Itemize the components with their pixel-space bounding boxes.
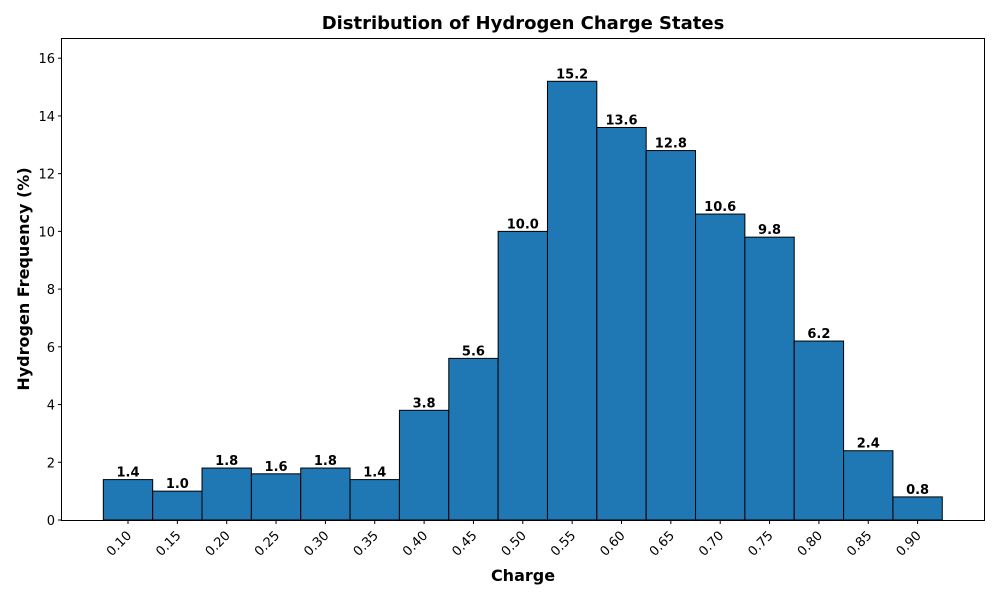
data-label-0.15: 1.0: [166, 477, 189, 492]
x-tick-label: 0.70: [696, 528, 727, 559]
x-tick-label: 0.85: [844, 528, 875, 559]
bar-0.50: [497, 230, 548, 521]
x-tick-label: 0.60: [597, 528, 628, 559]
data-label-0.35: 1.4: [363, 466, 386, 481]
y-tick-label: 8: [47, 283, 55, 298]
x-tick-label: 0.55: [548, 528, 579, 559]
x-tick-label: 0.80: [795, 528, 826, 559]
x-tick-label: 0.75: [746, 528, 777, 559]
bar-0.10: [102, 479, 154, 521]
plot-frame: [61, 38, 985, 521]
data-label-0.20: 1.8: [215, 454, 238, 469]
x-axis-label: Charge: [491, 566, 555, 585]
x-tick-label: 0.35: [351, 528, 382, 559]
x-tick-label: 0.45: [449, 528, 480, 559]
chart-title: Distribution of Hydrogen Charge States: [322, 13, 725, 34]
bar-0.15: [152, 490, 203, 521]
data-label-0.70: 10.6: [704, 200, 736, 215]
y-tick-label: 14: [38, 110, 55, 125]
bar-0.35: [349, 479, 400, 521]
data-label-0.85: 2.4: [857, 437, 880, 452]
x-tick-label: 0.30: [301, 528, 332, 559]
bar-0.75: [744, 236, 795, 521]
y-tick-label: 6: [47, 341, 55, 356]
y-tick-label: 4: [47, 399, 55, 414]
x-tick-label: 0.40: [400, 528, 431, 559]
data-label-0.55: 15.2: [556, 67, 588, 82]
x-tick-label: 0.25: [252, 528, 283, 559]
x-tick-label: 0.20: [203, 528, 234, 559]
data-labels-group: 1.4 1.0 1.8 1.6 1.8 1.4 3.8 5.6 10.0 15.2 13.6 12.8…: [116, 67, 929, 498]
bar-0.40: [398, 409, 450, 521]
x-tick-label: 0.50: [499, 528, 530, 559]
y-axis-label: Hydrogen Frequency (%): [14, 167, 33, 390]
bar-0.85: [843, 450, 894, 521]
y-tick-label: 0: [47, 514, 55, 529]
data-label-0.90: 0.8: [906, 483, 929, 498]
bar-0.90: [892, 496, 943, 521]
y-tick-label: 12: [38, 168, 55, 183]
bar-0.70: [695, 213, 746, 521]
y-axis: 0 2 4 6 8 10 12 14 16: [38, 52, 62, 529]
x-tick-label: 0.15: [153, 528, 184, 559]
data-label-0.60: 13.6: [605, 113, 637, 128]
bar-0.80: [793, 340, 845, 521]
data-label-0.40: 3.8: [413, 396, 436, 411]
y-tick-label: 2: [47, 456, 55, 471]
bar-0.30: [300, 467, 351, 521]
bar-0.25: [250, 473, 302, 521]
x-tick-label: 0.65: [647, 528, 678, 559]
data-label-0.30: 1.8: [314, 454, 337, 469]
bars-group: [102, 80, 943, 521]
data-label-0.75: 9.8: [758, 223, 781, 238]
bar-0.45: [448, 357, 499, 521]
x-tick-label: 0.10: [104, 528, 135, 559]
x-axis: 0.10 0.15 0.20 0.25 0.30 0.35 0.40 0.45 0.50 0.55…: [104, 520, 925, 560]
bar-0.60: [596, 126, 647, 521]
bar-0.55: [546, 80, 598, 521]
y-tick-label: 10: [38, 225, 55, 240]
x-tick-label: 0.90: [894, 528, 925, 559]
bar-0.20: [201, 467, 252, 521]
data-label-0.65: 12.8: [655, 137, 687, 152]
data-label-0.45: 5.6: [462, 344, 485, 359]
data-label-0.25: 1.6: [265, 460, 288, 475]
y-tick-label: 16: [38, 52, 55, 67]
data-label-0.50: 10.0: [507, 217, 539, 232]
data-label-0.10: 1.4: [116, 466, 139, 481]
bar-0.65: [645, 150, 697, 521]
data-label-0.80: 6.2: [807, 327, 830, 342]
